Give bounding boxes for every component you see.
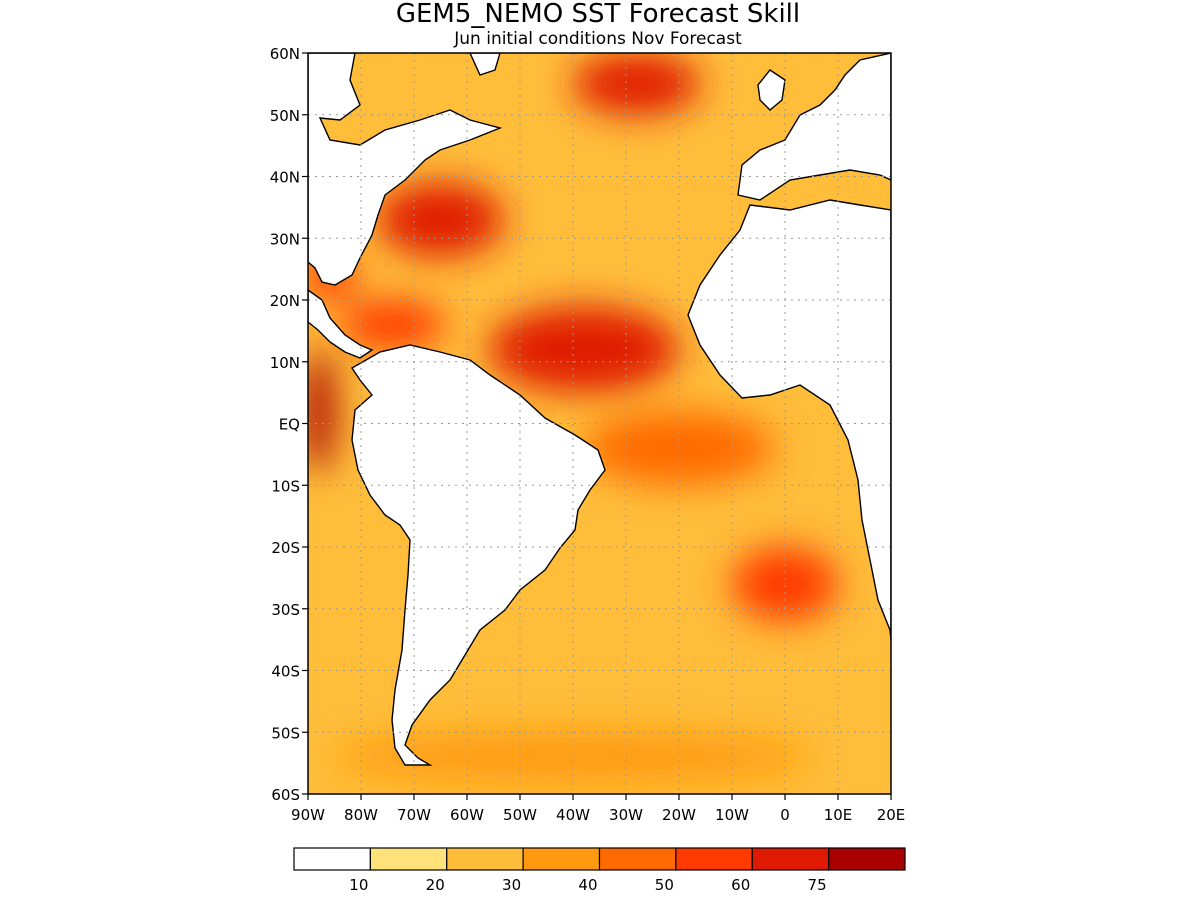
north-america-land: [308, 53, 503, 286]
lat-tick-label: EQ: [279, 416, 300, 434]
lon-tick-label: 90W: [291, 806, 325, 824]
skill-region-southern-ocean-band: [334, 732, 812, 782]
lon-tick-label: 10W: [715, 806, 749, 824]
greenland-tip-land: [469, 53, 501, 76]
colorbar-label: 40: [578, 876, 597, 894]
skill-region-south-atlantic-subtropical-high: [732, 547, 838, 622]
lat-tick-label: 50S: [271, 724, 300, 742]
lat-tick-label: 10N: [270, 354, 300, 372]
lon-tick-label: 30W: [609, 806, 643, 824]
colorbar-swatch: [751, 847, 830, 871]
skill-region-nw-pacific-coast-high: [308, 349, 335, 473]
skill-region-equatorial-atlantic: [583, 411, 775, 486]
lon-tick-label: 20E: [877, 806, 906, 824]
lon-tick-label: 50W: [503, 806, 537, 824]
lon-tick-label: 0: [780, 806, 790, 824]
south-america-land: [351, 344, 606, 766]
lon-tick-label: 20W: [662, 806, 696, 824]
lon-tick-label: 10E: [824, 806, 853, 824]
lat-tick-label: 20N: [270, 292, 300, 310]
colorbar-swatch: [293, 847, 371, 871]
skill-region-sargasso-high: [376, 182, 505, 257]
lon-tick-label: 40W: [556, 806, 590, 824]
land-masses: [308, 53, 891, 766]
gridlines: [308, 53, 891, 794]
lon-tick-label: 60W: [450, 806, 484, 824]
lat-tick-label: 40S: [271, 663, 300, 681]
lat-tick-label: 40N: [270, 169, 300, 187]
plot-area: [308, 53, 891, 794]
colorbar-swatch: [522, 847, 601, 871]
latitude-axis-labels: 60N 50N 40N 30N 20N 10N EQ 10S 20S 30S 40S 50S 60S: [270, 45, 308, 804]
colorbar: 10 20 30 40 50 60 75: [293, 847, 906, 894]
lat-tick-label: 30N: [270, 230, 300, 248]
skill-region-tropical-north-atlantic-high: [488, 306, 679, 393]
colorbar-label: 20: [426, 876, 445, 894]
lat-tick-label: 60N: [270, 45, 300, 63]
colorbar-swatch: [446, 847, 524, 871]
europe-land: [737, 53, 891, 201]
colorbar-swatch: [598, 847, 677, 871]
colorbar-label: 30: [502, 876, 521, 894]
chart-title: GEM5_NEMO SST Forecast Skill: [396, 0, 800, 29]
skill-region-north-atlantic-subpolar-high: [573, 53, 701, 115]
british-isles-land: [757, 69, 786, 111]
longitude-axis-labels: 90W 80W 70W 60W 50W 40W 30W 20W 10W 0 10E 20E: [291, 794, 905, 824]
lat-tick-label: 50N: [270, 107, 300, 125]
lat-tick-label: 30S: [271, 601, 300, 619]
colorbar-label: 50: [655, 876, 674, 894]
lat-tick-label: 20S: [271, 539, 300, 557]
colorbar-swatch: [369, 847, 448, 871]
colorbar-label: 10: [349, 876, 368, 894]
colorbar-swatch: [675, 847, 753, 871]
chart-subtitle: Jun initial conditions Nov Forecast: [453, 29, 742, 49]
africa-land: [687, 199, 891, 641]
skill-region-caribbean: [339, 300, 446, 350]
lon-tick-label: 80W: [344, 806, 378, 824]
lat-tick-label: 60S: [271, 786, 300, 804]
central-america-land: [308, 289, 374, 359]
lat-tick-label: 10S: [271, 477, 300, 495]
colorbar-label: 60: [731, 876, 750, 894]
lon-tick-label: 70W: [397, 806, 431, 824]
colorbar-swatch: [828, 847, 906, 871]
colorbar-label: 75: [808, 876, 827, 894]
